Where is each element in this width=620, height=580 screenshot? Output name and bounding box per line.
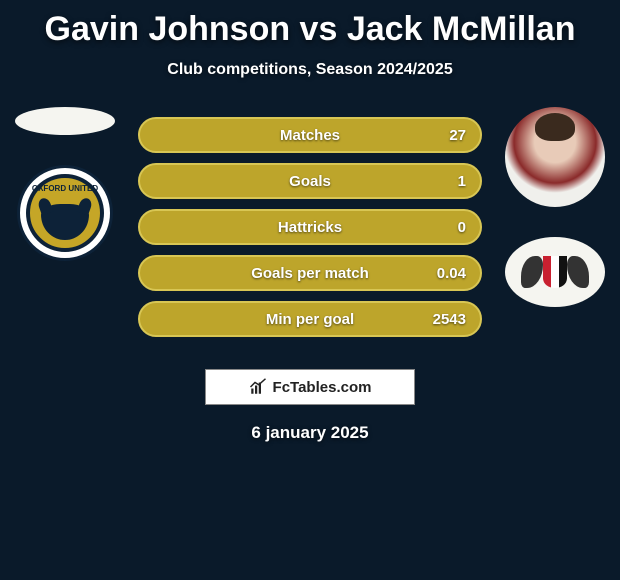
player-right-photo [505, 107, 605, 207]
brand-text: FcTables.com [273, 379, 372, 396]
stat-row-goals-per-match: Goals per match 0.04 [138, 255, 482, 291]
player-left-club-badge: OXFORD UNITED [17, 165, 113, 261]
stat-value-right: 27 [449, 127, 466, 144]
stat-label: Goals [289, 173, 331, 190]
subtitle: Club competitions, Season 2024/2025 [0, 61, 620, 79]
stat-label: Matches [280, 127, 340, 144]
stat-value-right: 1 [458, 173, 466, 190]
club-badge-text: OXFORD UNITED [32, 184, 98, 193]
stats-list: Matches 27 Goals 1 Hattricks 0 Goals per… [138, 117, 482, 337]
stat-label: Min per goal [266, 311, 354, 328]
stat-label: Goals per match [251, 265, 369, 282]
stat-row-min-per-goal: Min per goal 2543 [138, 301, 482, 337]
page-title: Gavin Johnson vs Jack McMillan [0, 0, 620, 49]
stat-row-hattricks: Hattricks 0 [138, 209, 482, 245]
stat-value-right: 0.04 [437, 265, 466, 282]
stat-value-right: 0 [458, 219, 466, 236]
player-left-photo [15, 107, 115, 135]
date-text: 6 january 2025 [0, 423, 620, 443]
stat-row-matches: Matches 27 [138, 117, 482, 153]
left-player-column: OXFORD UNITED [10, 107, 120, 261]
player-right-club-badge [505, 237, 605, 307]
stat-value-right: 2543 [433, 311, 466, 328]
right-player-column [500, 107, 610, 307]
stat-label: Hattricks [278, 219, 342, 236]
chart-icon [249, 378, 267, 396]
comparison-panel: OXFORD UNITED Matches 27 Goals 1 Hattric… [0, 107, 620, 347]
stat-row-goals: Goals 1 [138, 163, 482, 199]
brand-footer[interactable]: FcTables.com [205, 369, 415, 405]
